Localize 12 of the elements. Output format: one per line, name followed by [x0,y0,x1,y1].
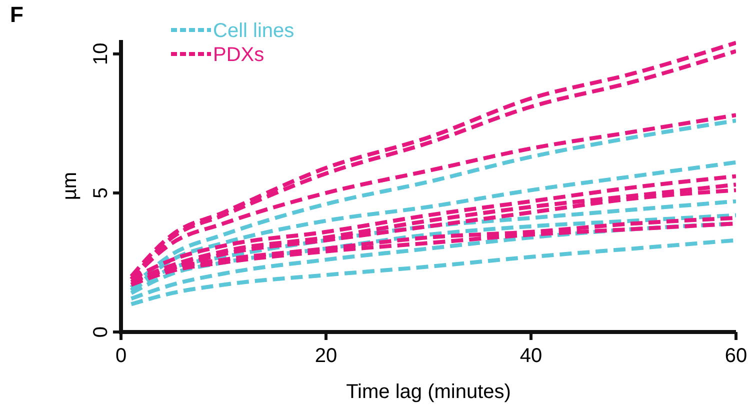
x-tick-label: 40 [520,345,542,367]
x-axis-title: Time lag (minutes) [346,381,511,403]
y-tick-label: 5 [90,187,112,199]
chart-title: F [10,2,24,27]
legend-label: Cell lines [213,20,294,42]
legend-label: PDXs [213,44,264,66]
x-tick-label: 20 [314,345,338,367]
x-tick-label: 60 [724,345,748,367]
x-tick-label: 0 [115,345,127,367]
y-axis-title: µm [59,172,81,200]
y-tick-label: 10 [90,42,112,66]
y-tick-label: 0 [90,326,112,338]
